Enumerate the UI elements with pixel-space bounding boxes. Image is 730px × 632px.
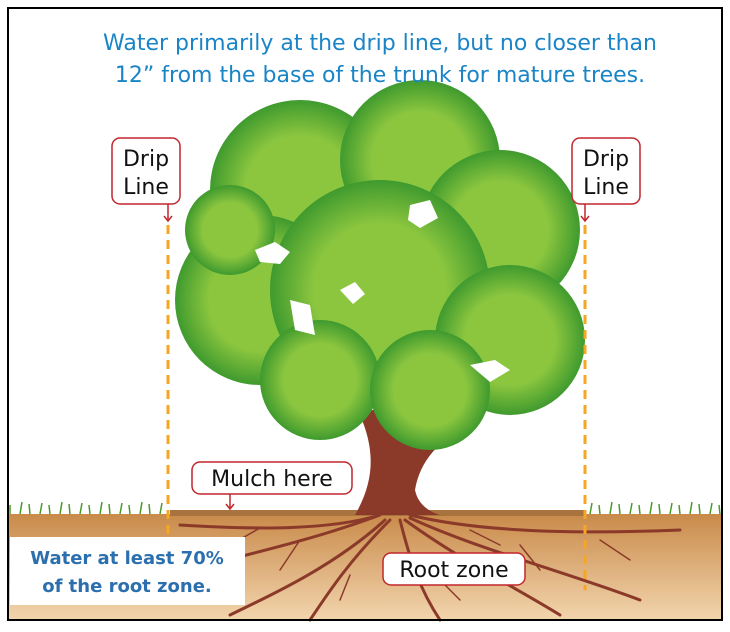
root-zone-label: Root zone xyxy=(399,558,508,583)
title-line: Water primarily at the drip line, but no… xyxy=(103,31,657,56)
drip-label: Drip xyxy=(583,147,629,172)
drip-label: Line xyxy=(123,175,169,200)
diagram: Water primarily at the drip line, but no… xyxy=(0,0,730,628)
note-line: of the root zone. xyxy=(42,576,212,597)
drip-label: Drip xyxy=(123,147,169,172)
note-line: Water at least 70% xyxy=(30,548,224,569)
drip-label: Line xyxy=(583,175,629,200)
title-line: 12” from the base of the trunk for matur… xyxy=(115,63,645,88)
mulch-label: Mulch here xyxy=(211,467,333,492)
